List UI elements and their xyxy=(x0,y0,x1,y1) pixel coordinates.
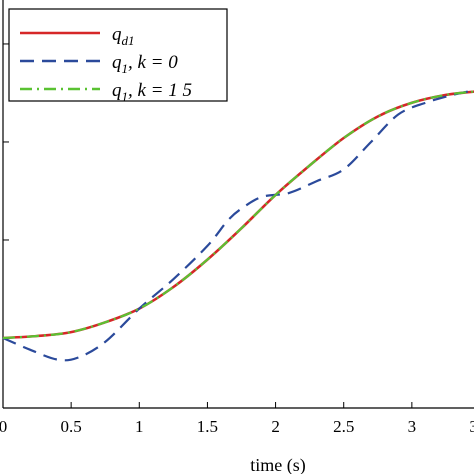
x-tick-label: 2.5 xyxy=(333,417,354,436)
series-line-3 xyxy=(2,90,474,340)
legend-box xyxy=(8,8,228,102)
legend-label-1: qd1 xyxy=(112,24,135,48)
x-tick-label: 1 xyxy=(135,417,144,436)
series-line-1 xyxy=(2,90,474,340)
x-tick-label: 1.5 xyxy=(197,417,218,436)
series-line-2 xyxy=(2,89,474,362)
x-tick-label: 2 xyxy=(271,417,280,436)
x-tick-label: 3 xyxy=(408,417,417,436)
x-tick-label: 3.5 xyxy=(469,417,474,436)
x-tick-label: 0.5 xyxy=(61,417,82,436)
x-axis-label: time (s) xyxy=(250,455,306,474)
legend-label-3: q1, k = 1 5 xyxy=(112,80,192,104)
legend-label-2: q1, k = 0 xyxy=(112,52,178,76)
x-tick-label: 0 xyxy=(0,417,7,436)
